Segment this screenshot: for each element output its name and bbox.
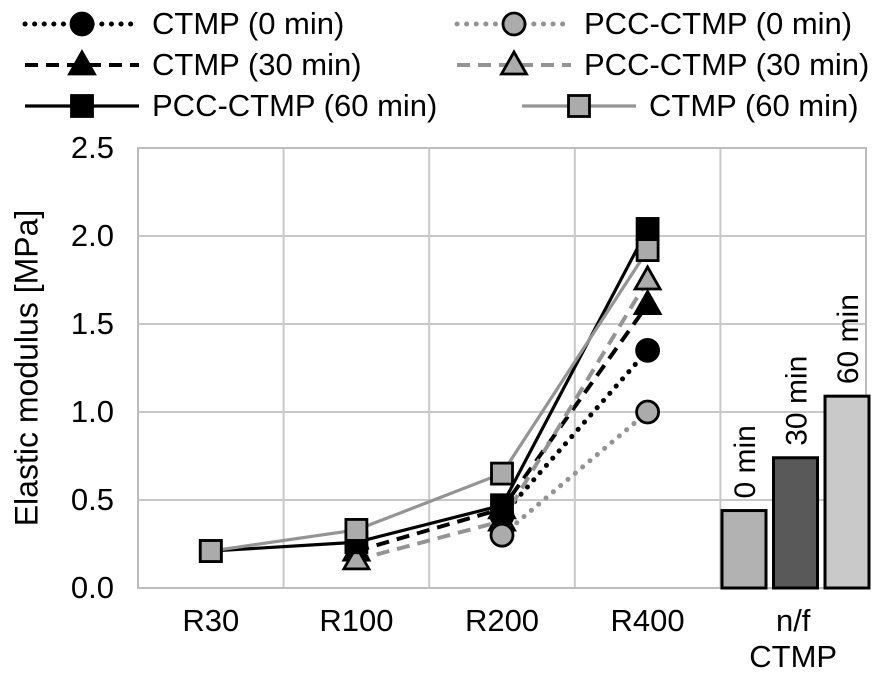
legend-row: CTMP (0 min) PCC-CTMP (0 min)	[22, 3, 873, 44]
legend-label: PCC-CTMP (30 min)	[584, 46, 870, 82]
legend-label: CTMP (60 min)	[649, 87, 859, 123]
marker-circle-PCC-CTMP-0-min-	[635, 399, 660, 425]
legend-item: PCC-CTMP (0 min)	[454, 6, 852, 42]
legend-label: CTMP (30 min)	[152, 46, 362, 82]
marker-triangle-PCC-CTMP-30-min-	[632, 264, 663, 291]
marker-circle-CTMP-0-min-	[635, 337, 660, 363]
marker-square-CTMP-60-min-	[635, 238, 660, 262]
legend-marker-circle-icon	[69, 11, 95, 36]
legend-marker-square-icon	[567, 93, 591, 118]
x-tick-label: R400	[610, 603, 685, 638]
x-tick-label: R30	[182, 603, 240, 638]
marker-triangle-PCC-CTMP-30-min-	[341, 544, 372, 571]
y-tick-label: 1.0	[70, 394, 114, 429]
bar-0-min	[720, 509, 768, 590]
chart-legend: CTMP (0 min) PCC-CTMP (0 min) CTMP (30 m…	[22, 3, 873, 126]
marker-triangle-CTMP-30-min-	[632, 288, 663, 316]
legend-marker-square-icon	[70, 93, 94, 118]
legend-item: PCC-CTMP (60 min)	[22, 88, 519, 124]
y-tick-label: 2.0	[70, 218, 114, 253]
bar-30-min	[772, 456, 819, 590]
legend-item: PCC-CTMP (30 min)	[454, 47, 869, 83]
legend-label: PCC-CTMP (0 min)	[584, 5, 853, 41]
legend-label: PCC-CTMP (60 min)	[152, 87, 438, 123]
marker-square-CTMP-60-min-	[344, 518, 369, 542]
legend-marker-circle-icon	[501, 11, 527, 36]
y-tick-label: 2.5	[70, 130, 114, 165]
plot-border	[137, 147, 867, 589]
marker-square-PCC-CTMP-60-min-	[635, 217, 660, 241]
x-tick-label: R200	[464, 603, 540, 638]
bar-label: 0 min	[729, 425, 762, 498]
y-tick-label: 1.5	[70, 306, 114, 341]
legend-marker-triangle-icon	[67, 48, 97, 75]
legend-item: CTMP (60 min)	[519, 88, 859, 124]
legend-item: CTMP (30 min)	[22, 47, 454, 83]
legend-dashed-black-triangle-icon	[25, 48, 139, 75]
legend-label: CTMP (0 min)	[152, 5, 345, 41]
legend-dotted-black-circle-icon	[22, 11, 142, 36]
legend-dashed-gray-triangle-icon	[457, 48, 571, 75]
series-line-CTMP-60-min-	[210, 249, 649, 553]
series-line-CTMP-0-min-	[499, 347, 651, 519]
bar-60-min	[823, 394, 871, 590]
x-tick-label: R100	[319, 603, 394, 638]
series-line-PCC-CTMP-0-min-	[499, 409, 651, 538]
marker-square-PCC-CTMP-60-min-	[490, 493, 514, 518]
series-line-PCC-CTMP-60-min-	[210, 228, 650, 553]
marker-circle-PCC-CTMP-0-min-	[489, 522, 515, 548]
bar-label: 60 min	[832, 294, 865, 384]
legend-solid-gray-square-icon	[522, 93, 636, 118]
legend-row: CTMP (30 min) PCC-CTMP (30 min)	[22, 44, 873, 85]
bar-label: 30 min	[781, 356, 814, 446]
y-tick-label: 0.0	[70, 570, 114, 605]
marker-square-CTMP-60-min-	[198, 539, 223, 563]
legend-item: CTMP (0 min)	[22, 6, 454, 42]
marker-square-CTMP-60-min-	[490, 461, 514, 486]
y-tick-label: 0.5	[70, 482, 114, 517]
legend-dotted-gray-circle-icon	[454, 11, 574, 36]
legend-marker-triangle-icon	[499, 48, 529, 75]
legend-solid-black-square-icon	[25, 93, 139, 118]
x-tick-label: n/f CTMP	[749, 603, 838, 674]
legend-row: PCC-CTMP (60 min) CTMP (60 min)	[22, 85, 873, 126]
